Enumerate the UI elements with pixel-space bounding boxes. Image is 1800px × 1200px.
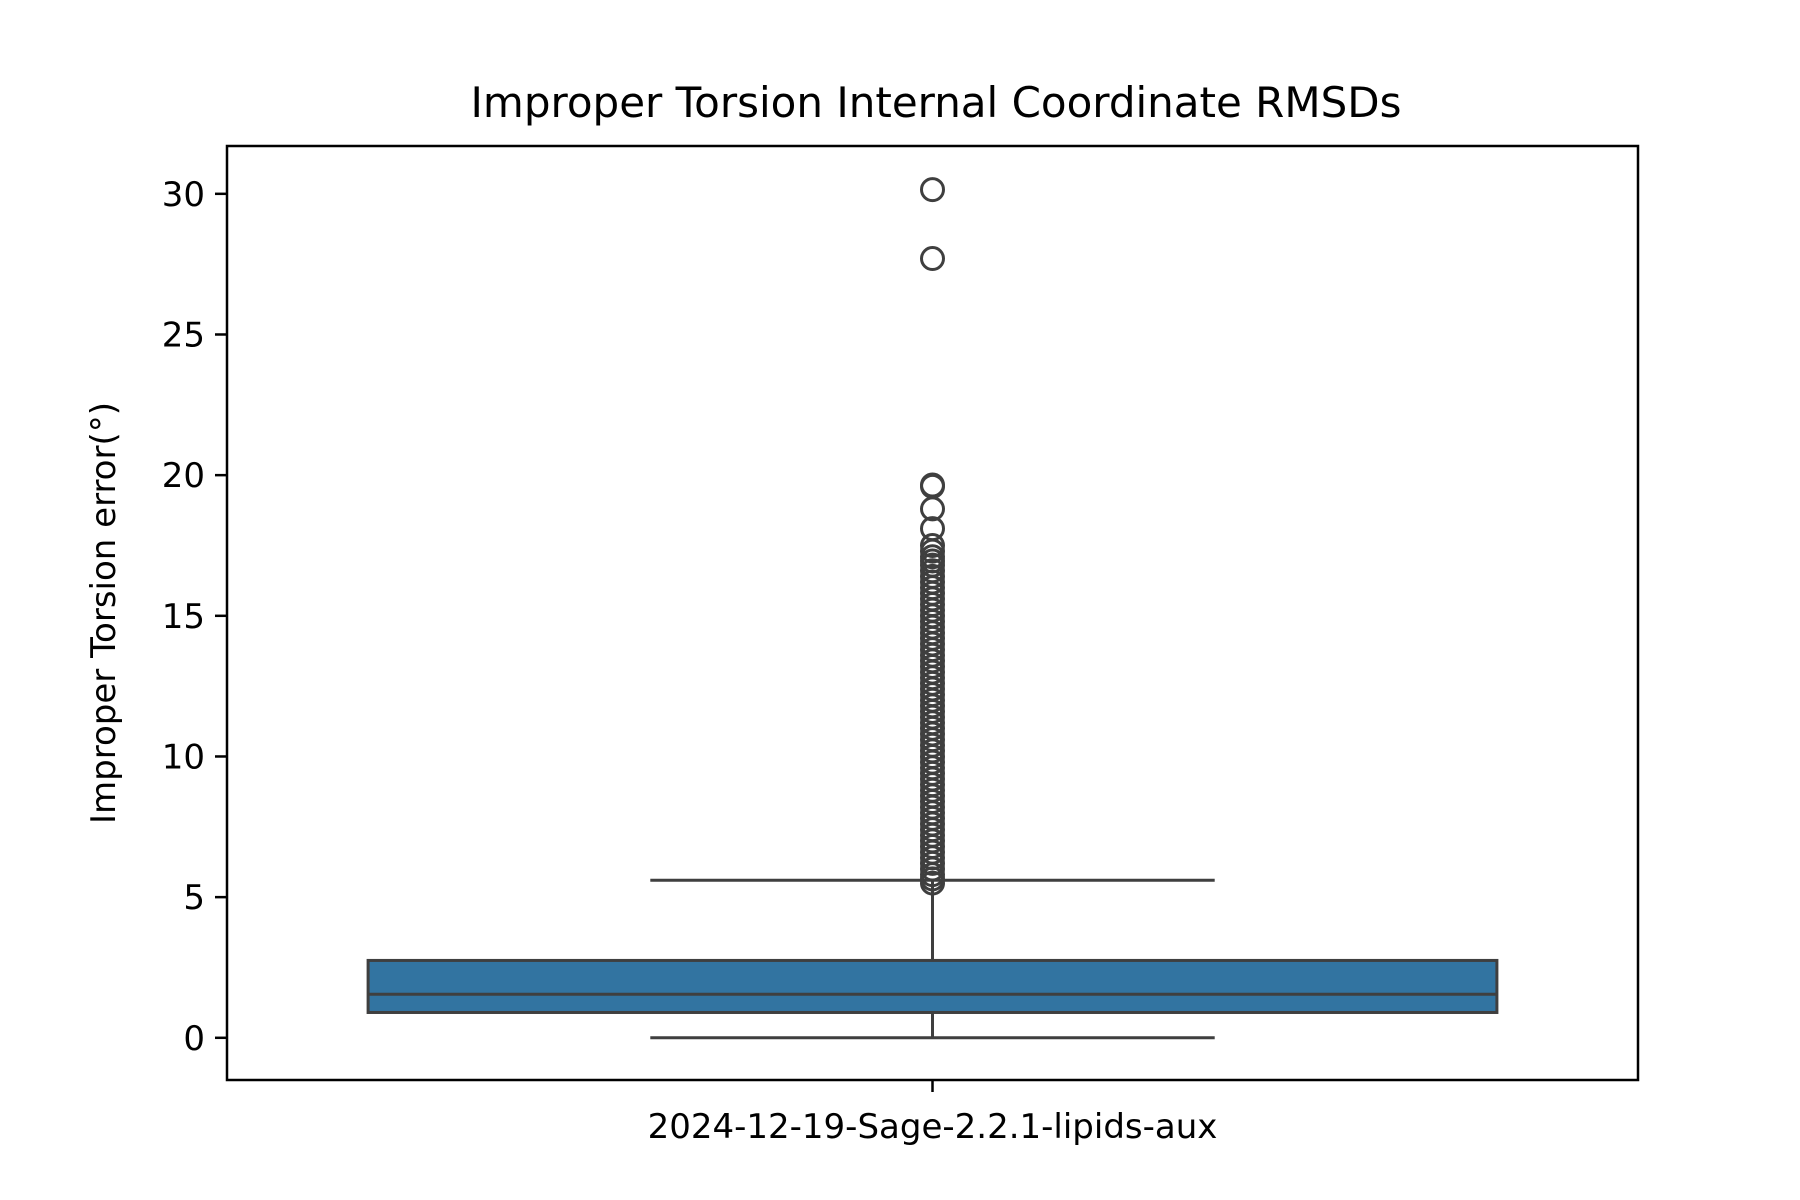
y-tick-label: 0	[183, 1019, 205, 1059]
y-tick-label: 10	[162, 737, 205, 777]
outlier-point	[920, 496, 945, 522]
y-tick-label: 25	[162, 315, 205, 355]
y-tick-label: 30	[162, 175, 205, 215]
y-axis-title: Improper Torsion error(°)	[84, 402, 124, 824]
outlier-point	[920, 177, 945, 203]
y-axis-ticks: 0 5 10 15 20 25 30	[162, 175, 227, 1059]
y-tick-label: 15	[162, 597, 205, 637]
x-axis-ticks: 2024-12-19-Sage-2.2.1-lipids-aux	[648, 1080, 1218, 1147]
chart-title: Improper Torsion Internal Coordinate RMS…	[471, 78, 1402, 127]
outlier-point	[920, 473, 945, 499]
outlier-point	[920, 870, 945, 896]
y-tick-label: 20	[162, 456, 205, 496]
outlier-point	[920, 246, 945, 272]
x-tick-label: 2024-12-19-Sage-2.2.1-lipids-aux	[648, 1107, 1218, 1147]
iqr-box	[366, 958, 1499, 1014]
box-group	[366, 177, 1499, 1040]
y-tick-label: 5	[183, 878, 205, 918]
